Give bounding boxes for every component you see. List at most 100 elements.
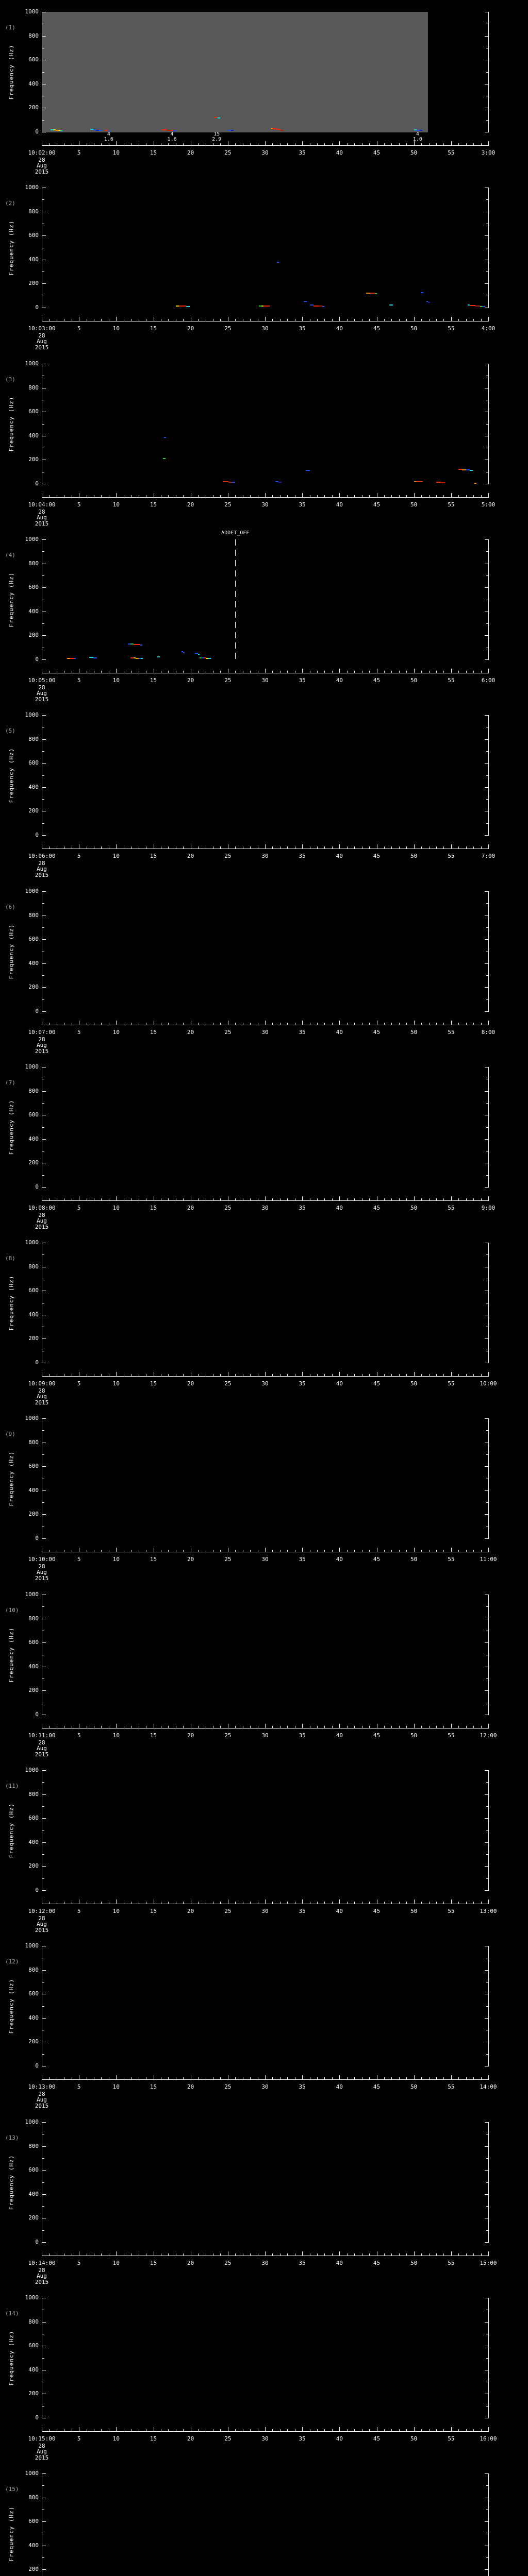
right-axis-line <box>488 715 489 836</box>
event-mark <box>458 469 463 470</box>
event-mark <box>138 657 141 659</box>
y-tick-label: 600 <box>28 759 39 767</box>
event-mark <box>70 658 74 659</box>
x-minor-tick <box>183 1902 184 1904</box>
x-minor-tick <box>354 143 355 145</box>
x-major-tick <box>488 1196 489 1200</box>
x-major-tick <box>451 1724 452 1728</box>
x-minor-tick <box>436 2429 437 2431</box>
y-major-tick-right <box>485 715 488 716</box>
x-minor-tick <box>369 1023 370 1025</box>
y-major-tick-right <box>485 283 488 284</box>
x-tick-label: 45 <box>373 501 381 508</box>
y-minor-tick <box>42 551 44 552</box>
y-tick-label: 400 <box>28 1135 39 1142</box>
x-minor-tick <box>443 1374 444 1376</box>
y-major-tick-right <box>485 2122 488 2123</box>
x-minor-tick <box>458 1726 459 1728</box>
y-tick-label: 400 <box>28 1311 39 1318</box>
y-tick-label: 400 <box>28 1838 39 1845</box>
panel-number-label: (15) <box>5 2486 19 2493</box>
event-mark <box>186 306 190 307</box>
x-minor-tick <box>399 2077 400 2079</box>
x-major-tick <box>265 1021 266 1025</box>
x-start-time-label: 10:15:00 <box>28 2435 56 2442</box>
event-annotation: 4 1.6 <box>156 132 189 142</box>
x-major-tick <box>265 2075 266 2079</box>
y-major-tick <box>42 2242 46 2243</box>
x-minor-tick <box>473 1902 474 1904</box>
x-tick-label: 25 <box>224 149 232 156</box>
date-label: 2015 <box>35 1399 49 1406</box>
event-mark <box>163 457 166 459</box>
y-major-tick-right <box>485 1187 488 1188</box>
x-tick-label: 20 <box>187 2083 194 2090</box>
x-minor-tick <box>421 671 422 673</box>
y-major-tick <box>42 1794 46 1795</box>
x-minor-tick <box>287 1374 288 1376</box>
panel-number-label: (13) <box>5 2134 19 2141</box>
event-mark <box>53 129 56 131</box>
date-label: 28 <box>38 157 45 163</box>
x-tick-label: 40 <box>336 1908 343 1914</box>
x-major-tick <box>265 2251 266 2256</box>
event-mark <box>475 306 481 307</box>
x-tick-label: 45 <box>373 1205 381 1211</box>
y-minor-tick <box>42 2182 44 2183</box>
x-minor-tick <box>421 1023 422 1025</box>
y-axis-title: Frequency (Hz) <box>8 220 15 275</box>
y-major-tick-right <box>485 1490 488 1491</box>
x-minor-tick <box>473 2429 474 2431</box>
x-minor-tick <box>481 1198 482 1200</box>
x-minor-tick <box>473 319 474 321</box>
x-minor-tick <box>354 2077 355 2079</box>
x-minor-tick <box>250 1902 251 1904</box>
x-minor-tick <box>220 846 221 849</box>
x-minor-tick <box>466 1374 467 1376</box>
x-tick-label: 5 <box>77 149 81 156</box>
x-minor-tick <box>49 1198 50 1200</box>
x-tick-label: 30 <box>261 1029 269 1036</box>
event-mark <box>261 305 264 307</box>
x-tick-label: 50 <box>410 677 418 684</box>
y-major-tick-right <box>485 1514 488 1515</box>
y-axis-title: Frequency (Hz) <box>8 44 15 99</box>
x-start-time-label: 10:10:00 <box>28 1556 56 1563</box>
x-minor-tick <box>324 2253 325 2256</box>
y-minor-tick-right <box>486 1606 488 1607</box>
x-major-tick <box>265 141 266 145</box>
x-minor-tick <box>272 2429 273 2431</box>
y-major-tick <box>42 2122 46 2123</box>
x-minor-tick <box>354 1374 355 1376</box>
event-mark <box>420 130 422 131</box>
x-minor-tick <box>421 846 422 849</box>
date-label: Aug <box>37 162 47 169</box>
x-minor-tick <box>354 1198 355 1200</box>
y-minor-tick <box>42 2485 44 2486</box>
x-major-tick <box>414 141 415 145</box>
x-minor-tick <box>183 319 184 321</box>
y-major-tick <box>42 1011 46 1012</box>
event-mark <box>227 129 231 131</box>
date-label: 28 <box>38 860 45 867</box>
x-tick-label: 40 <box>336 1205 343 1211</box>
x-tick-label: 50 <box>410 501 418 508</box>
x-major-tick <box>488 1021 489 1025</box>
x-tick-label: 50 <box>410 1732 418 1739</box>
y-minor-tick-right <box>486 2230 488 2231</box>
y-major-tick-right <box>485 1690 488 1691</box>
y-axis-title: Frequency (Hz) <box>8 748 15 803</box>
x-minor-tick <box>235 2253 236 2256</box>
x-minor-tick <box>406 1198 407 1200</box>
x-tick-label: 5 <box>77 2435 81 2442</box>
x-minor-tick <box>473 671 474 673</box>
x-tick-label: 30 <box>261 149 269 156</box>
x-minor-tick <box>384 1374 385 1376</box>
event-mark <box>482 306 485 308</box>
y-minor-tick <box>42 2557 44 2558</box>
y-major-tick <box>42 235 46 236</box>
x-minor-tick <box>391 1374 392 1376</box>
x-minor-tick <box>346 846 348 849</box>
event-mark <box>108 130 110 131</box>
x-major-tick <box>265 1724 266 1728</box>
